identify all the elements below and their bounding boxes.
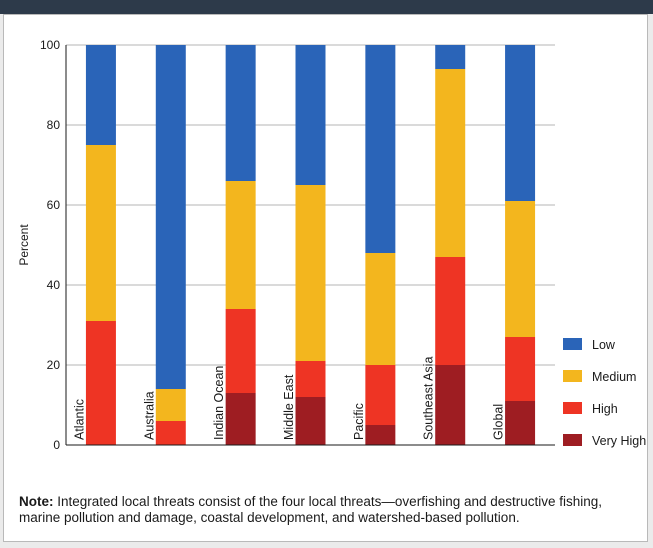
note-label: Note:: [19, 494, 54, 509]
y-tick-label-0: 0: [53, 438, 60, 452]
bar-segment-australia-low: [155, 45, 186, 389]
bar-segment-middle-east-low: [295, 45, 326, 185]
chart-note: Note: Integrated local threats consist o…: [19, 494, 639, 526]
bar-segment-indian-ocean-medium: [225, 181, 256, 309]
y-axis-title: Percent: [17, 224, 31, 266]
bar-segment-southeast-asia-high: [435, 257, 466, 365]
category-label-australia: Australia: [142, 391, 156, 440]
legend-label-medium: Medium: [592, 370, 636, 384]
bar-segment-pacific-low: [365, 45, 396, 253]
legend-label-low: Low: [592, 338, 616, 352]
bar-segment-middle-east-very-high: [295, 397, 326, 445]
bar-segment-pacific-very-high: [365, 425, 396, 445]
header-band: [0, 0, 653, 14]
bar-segment-indian-ocean-low: [225, 45, 256, 181]
category-label-middle-east: Middle East: [282, 374, 296, 440]
bar-segment-australia-medium: [155, 389, 186, 421]
category-label-southeast-asia: Southeast Asia: [422, 357, 436, 440]
legend-label-very-high: Very High: [592, 434, 646, 448]
bar-segment-global-low: [505, 45, 536, 201]
bar-segment-atlantic-high: [85, 321, 116, 445]
category-label-atlantic: Atlantic: [72, 399, 86, 440]
bar-segment-southeast-asia-medium: [435, 69, 466, 257]
category-label-indian-ocean: Indian Ocean: [212, 366, 226, 440]
legend-swatch-very-high: [563, 434, 582, 446]
category-label-pacific: Pacific: [352, 403, 366, 440]
bar-segment-southeast-asia-very-high: [435, 365, 466, 445]
legend-swatch-high: [563, 402, 582, 414]
y-tick-label-20: 20: [47, 358, 61, 372]
bar-segment-southeast-asia-low: [435, 45, 466, 69]
note-panel: [4, 474, 647, 541]
bar-segment-atlantic-medium: [85, 145, 116, 321]
bar-segment-middle-east-medium: [295, 185, 326, 361]
y-tick-label-60: 60: [47, 198, 61, 212]
bar-segment-indian-ocean-high: [225, 309, 256, 393]
note-text: Integrated local threats consist of the …: [19, 494, 603, 525]
bar-segment-pacific-medium: [365, 253, 396, 365]
bar-segment-australia-high: [155, 421, 186, 445]
bar-segment-global-medium: [505, 201, 536, 337]
y-tick-label-80: 80: [47, 118, 61, 132]
legend-label-high: High: [592, 402, 618, 416]
y-tick-label-100: 100: [40, 38, 60, 52]
category-label-global: Global: [492, 404, 506, 440]
y-tick-label-40: 40: [47, 278, 61, 292]
bar-segment-global-high: [505, 337, 536, 401]
bar-segment-indian-ocean-very-high: [225, 393, 256, 445]
bar-segment-middle-east-high: [295, 361, 326, 397]
legend-swatch-medium: [563, 370, 582, 382]
bar-segment-pacific-high: [365, 365, 396, 425]
legend-swatch-low: [563, 338, 582, 350]
bar-segment-global-very-high: [505, 401, 536, 445]
bar-segment-atlantic-low: [85, 45, 116, 145]
